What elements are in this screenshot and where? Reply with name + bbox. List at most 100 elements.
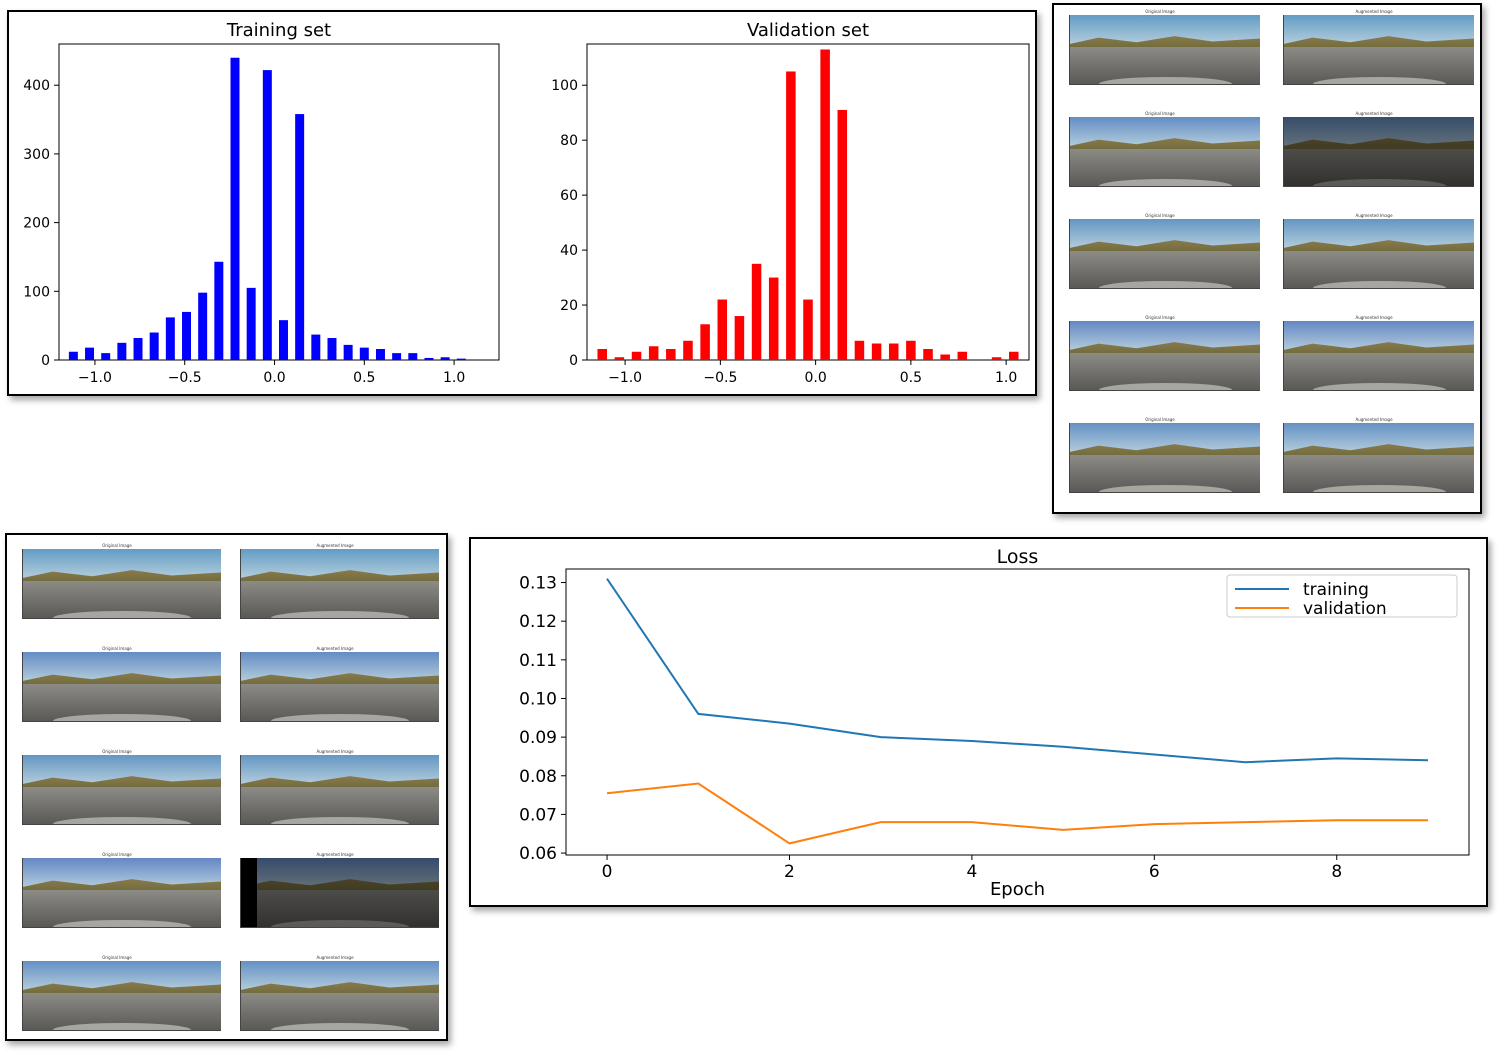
road-photo	[23, 549, 221, 619]
road-photo	[1070, 423, 1260, 493]
bar	[375, 349, 385, 360]
augmented-image-thumbnail: Augmented Image	[1274, 111, 1474, 197]
y-tick-label: 0.07	[519, 805, 557, 825]
bar	[165, 317, 175, 360]
bar	[906, 340, 916, 360]
image-y-axis	[13, 549, 23, 619]
road-photo	[241, 755, 439, 825]
image-y-axis	[13, 755, 23, 825]
image-y-axis	[1060, 423, 1070, 493]
image-y-axis	[231, 755, 241, 825]
chart-title: Training set	[226, 20, 331, 41]
augmented-image-thumbnail: Augmented Image	[1274, 9, 1474, 95]
original-image-thumbnail: Original Image	[1060, 9, 1260, 95]
bar	[648, 346, 659, 360]
training-histogram: Training set −1.0 −0.5 0.0 0.5 1.0 0 100 200 300 4…	[23, 20, 500, 386]
bar	[871, 343, 882, 360]
image-caption: Original Image	[1145, 111, 1175, 116]
augmented-image-thumbnail: Augmented Image	[1274, 315, 1474, 401]
y-tick-label: 0.09	[519, 728, 557, 748]
bar	[940, 354, 950, 360]
bar	[424, 357, 434, 360]
image-y-axis	[1274, 321, 1284, 391]
chart-title: Loss	[997, 546, 1039, 568]
image-y-axis	[231, 652, 241, 722]
road-photo	[241, 858, 439, 928]
road-photo	[23, 961, 221, 1031]
image-caption: Original Image	[1145, 315, 1175, 320]
image-x-axis	[23, 1030, 221, 1035]
histogram-svg: Training set−1.0 −0.5 0.0 0.5 1.001002003004…	[23, 20, 1030, 386]
image-caption: Augmented Image	[1355, 417, 1393, 422]
x-axis-label: Epoch	[990, 879, 1045, 900]
image-caption: Augmented Image	[1355, 111, 1393, 116]
image-y-axis	[1060, 15, 1070, 85]
original-image-thumbnail: Original Image	[13, 749, 221, 835]
augmentation-grid-bottom-left: Original Image Augmented Image Original Im…	[5, 533, 448, 1041]
bar	[440, 357, 450, 360]
x-tick-label: 0.5	[353, 370, 375, 386]
image-grid: Original Image Augmented Image Original Im…	[1060, 9, 1474, 509]
image-y-axis	[1060, 321, 1070, 391]
image-x-axis	[1284, 492, 1474, 497]
bar	[68, 351, 78, 360]
bar	[700, 324, 710, 360]
bar	[683, 340, 693, 360]
loss-panel: Loss Epoch 0 2 4 6 8 0.06 0.07 0.08 0.09 0.10 0.11 0.…	[469, 537, 1488, 907]
road-photo	[1070, 15, 1260, 85]
image-caption: Augmented Image	[316, 852, 354, 857]
image-grid: Original Image Augmented Image Original Im…	[13, 543, 445, 1037]
image-y-axis	[231, 549, 241, 619]
image-caption: Original Image	[102, 955, 132, 960]
x-tick-label: 6	[1149, 862, 1160, 882]
y-tick-label: 0.13	[519, 574, 557, 594]
x-tick-label: 1.0	[443, 370, 465, 386]
road-photo	[1284, 15, 1474, 85]
augmented-image-thumbnail: Augmented Image	[231, 955, 439, 1041]
bar	[957, 351, 968, 360]
road-photo	[1070, 321, 1260, 391]
original-image-thumbnail: Original Image	[1060, 315, 1260, 401]
original-image-thumbnail: Original Image	[13, 543, 221, 629]
bar	[230, 57, 240, 360]
y-tick-label: 0.10	[519, 689, 557, 709]
image-y-axis	[1274, 117, 1284, 187]
legend-frame	[1226, 574, 1458, 618]
road-photo	[1284, 117, 1474, 187]
image-caption: Original Image	[102, 646, 132, 651]
road-photo	[23, 652, 221, 722]
x-tick-label: −1.0	[608, 370, 642, 386]
x-tick-label: 0	[602, 862, 613, 882]
image-caption: Augmented Image	[316, 646, 354, 651]
chart-title: Validation set	[747, 20, 869, 41]
y-tick-label: 0	[569, 353, 578, 369]
bar	[456, 358, 466, 360]
augmented-image-thumbnail: Augmented Image	[231, 749, 439, 835]
y-tick-label: 400	[23, 78, 50, 94]
image-y-axis	[231, 961, 241, 1031]
y-tick-label: 0.06	[519, 844, 557, 864]
x-tick-label: 0.5	[900, 370, 922, 386]
bar	[359, 347, 369, 360]
y-tick-label: 0	[41, 353, 50, 369]
road-photo	[1284, 423, 1474, 493]
image-x-axis	[23, 721, 221, 726]
x-tick-label: −0.5	[703, 370, 737, 386]
road-photo	[241, 652, 439, 722]
bar	[343, 344, 353, 360]
image-y-axis	[13, 858, 23, 928]
validation-histogram: Validation set −1.0 −0.5 0.0 0.5 1.0 0 20 40 60 80…	[551, 20, 1030, 386]
y-tick-label: 100	[551, 78, 578, 94]
bar	[246, 287, 256, 360]
y-tick-label: 100	[23, 284, 50, 300]
bar	[133, 338, 143, 360]
bar	[262, 70, 272, 361]
bar	[820, 49, 830, 360]
y-tick-label: 0.12	[519, 612, 557, 632]
bar	[751, 263, 762, 360]
bar	[85, 347, 95, 360]
bar	[392, 353, 402, 360]
y-tick-label: 80	[560, 133, 578, 149]
bar	[854, 340, 865, 360]
